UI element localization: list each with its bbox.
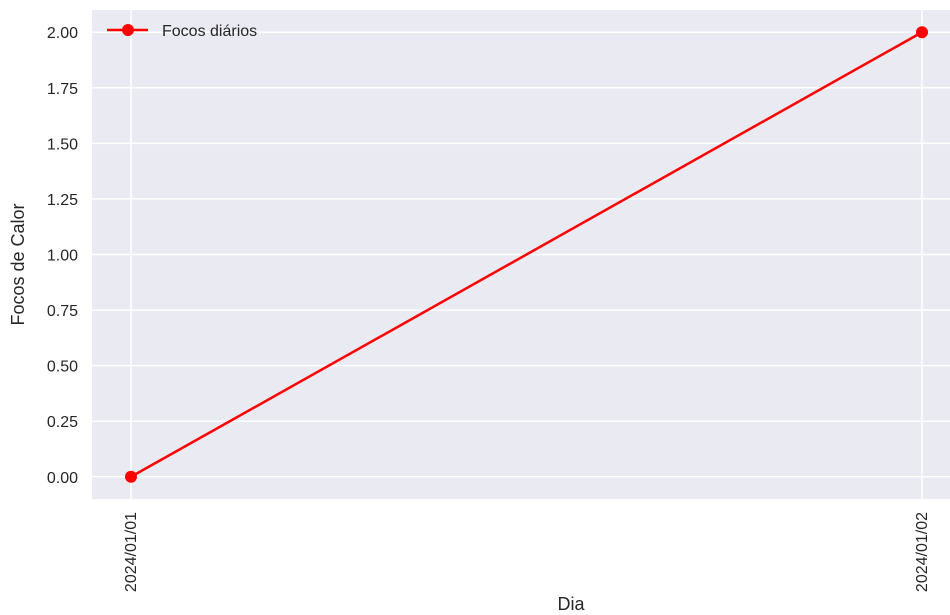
grid-lines (92, 10, 950, 499)
y-tick-label: 0.75 (47, 303, 78, 320)
y-tick-label: 2.00 (47, 25, 78, 42)
x-tick-label: 2024/01/02 (914, 512, 931, 592)
legend-label: Focos diários (162, 23, 257, 40)
series-line (130, 31, 923, 478)
y-tick-label: 1.25 (47, 192, 78, 209)
y-tick-label: 1.75 (47, 81, 78, 98)
y-axis-label: Focos de Calor (8, 203, 28, 325)
series-layer (125, 26, 928, 483)
y-tick-label: 0.25 (47, 414, 78, 431)
legend: Focos diários (107, 23, 257, 40)
data-point-marker (125, 470, 137, 483)
data-point-marker (916, 26, 928, 39)
x-tick-label: 2024/01/01 (123, 512, 140, 592)
y-tick-label: 0.00 (47, 470, 78, 487)
y-tick-labels: 0.00 0.25 0.50 0.75 1.00 1.25 1.50 1.75 2.00 (47, 25, 78, 487)
x-tick-labels: 2024/01/01 2024/01/02 (123, 512, 931, 592)
y-tick-label: 1.00 (47, 248, 78, 265)
y-tick-label: 0.50 (47, 359, 78, 376)
y-tick-label: 1.50 (47, 136, 78, 153)
legend-marker-swatch (122, 24, 134, 36)
x-axis-label: Dia (557, 594, 585, 614)
